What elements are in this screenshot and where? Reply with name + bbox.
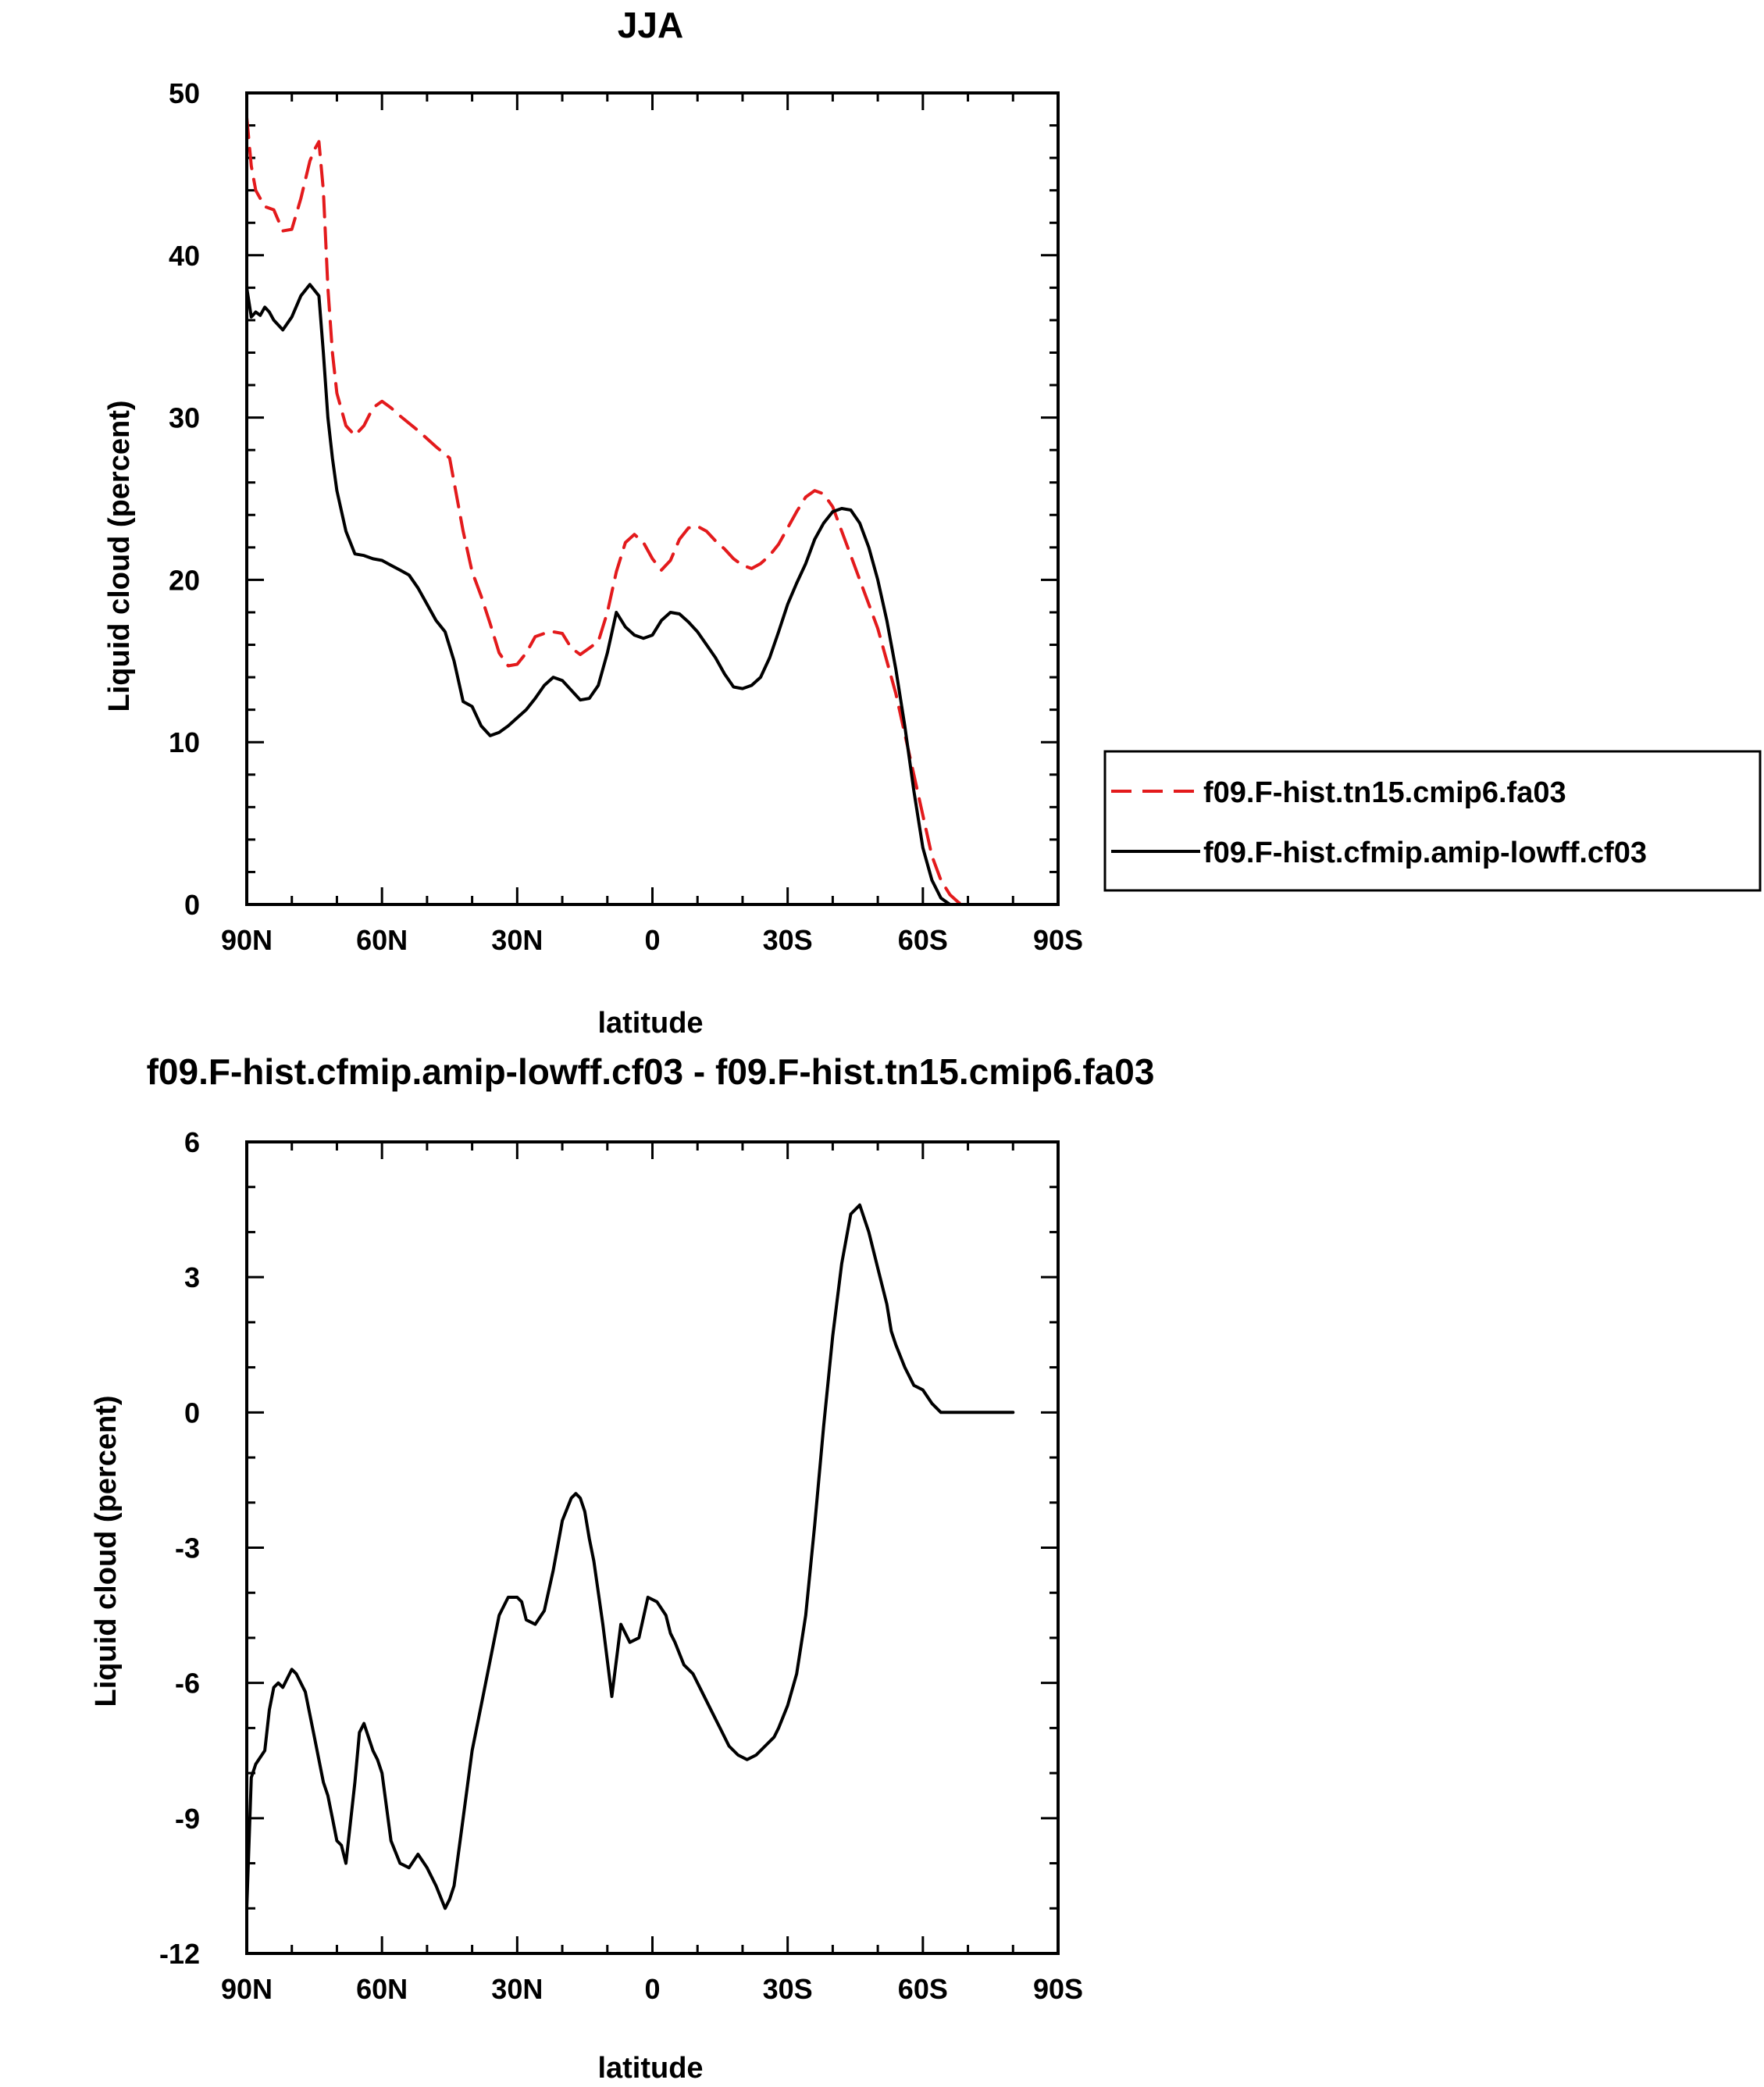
legend-label-cmip6: f09.F-hist.tn15.cmip6.fa03 xyxy=(1203,776,1566,809)
bottom-x-tick-label: 30S xyxy=(763,1973,813,2005)
top-chart-ticks: 90N 60N 30N 0 30S 60S 90S 0 10 20 30 40 50 xyxy=(169,77,1083,956)
top-y-tick-label: 10 xyxy=(169,726,200,758)
top-y-tick-label: 0 xyxy=(184,889,200,921)
bottom-x-tick-label: 60S xyxy=(898,1973,948,2005)
bottom-y-tick-label: 6 xyxy=(184,1126,200,1158)
top-chart-legend: f09.F-hist.tn15.cmip6.fa03 f09.F-hist.cf… xyxy=(1103,750,1762,892)
bottom-y-tick-label: -12 xyxy=(159,1938,200,1970)
bottom-chart-series xyxy=(245,1203,1015,1910)
bottom-x-tick-label: 0 xyxy=(644,1973,660,2005)
bottom-chart-frame xyxy=(245,1140,1060,1955)
top-chart-y-axis-label: Liquid cloud (percent) xyxy=(103,401,136,712)
bottom-y-tick-label: -6 xyxy=(175,1668,200,1700)
top-x-tick-label: 90N xyxy=(221,924,273,956)
top-x-tick-label: 90S xyxy=(1033,924,1083,956)
bottom-chart-y-axis-label: Liquid cloud (percent) xyxy=(90,1396,123,1707)
top-series-line-0 xyxy=(245,116,1015,906)
bottom-chart-x-axis-label: latitude xyxy=(597,2052,703,2085)
top-y-tick-label: 30 xyxy=(169,402,200,434)
top-x-tick-label: 30N xyxy=(491,924,543,956)
top-x-tick-label: 0 xyxy=(644,924,660,956)
top-x-tick-label: 60S xyxy=(898,924,948,956)
bottom-x-tick-label: 60N xyxy=(356,1973,408,2005)
bottom-y-tick-label: 3 xyxy=(184,1261,200,1293)
top-y-tick-label: 50 xyxy=(169,77,200,109)
top-x-tick-label: 60N xyxy=(356,924,408,956)
top-series-line-1 xyxy=(245,283,1015,906)
top-chart-series xyxy=(245,116,1015,906)
legend-label-cfmip: f09.F-hist.cfmip.amip-lowff.cf03 xyxy=(1203,837,1647,869)
top-chart-frame xyxy=(245,91,1060,906)
top-x-tick-label: 30S xyxy=(763,924,813,956)
legend-box xyxy=(1103,750,1762,892)
top-y-tick-label: 40 xyxy=(169,240,200,272)
bottom-chart-ticks: 90N 60N 30N 0 30S 60S 90S -12 -9 -6 -3 0 3 6 xyxy=(159,1126,1083,2005)
bottom-x-tick-label: 90N xyxy=(221,1973,273,2005)
bottom-y-tick-label: 0 xyxy=(184,1397,200,1429)
bottom-x-tick-label: 30N xyxy=(491,1973,543,2005)
bottom-y-tick-label: -3 xyxy=(175,1532,200,1564)
bottom-series-line-0 xyxy=(245,1203,1015,1910)
bottom-chart: f09.F-hist.cfmip.amip-lowff.cf03 - f09.F… xyxy=(90,1051,1154,2085)
bottom-y-tick-label: -9 xyxy=(175,1803,200,1835)
top-chart-x-axis-label: latitude xyxy=(597,1007,703,1040)
bottom-chart-title: f09.F-hist.cfmip.amip-lowff.cf03 - f09.F… xyxy=(147,1051,1155,1092)
top-y-tick-label: 20 xyxy=(169,564,200,596)
top-chart: JJA latitude Liquid cloud (percent) 90N 6… xyxy=(103,5,1083,1040)
bottom-x-tick-label: 90S xyxy=(1033,1973,1083,2005)
top-chart-title: JJA xyxy=(618,5,683,45)
